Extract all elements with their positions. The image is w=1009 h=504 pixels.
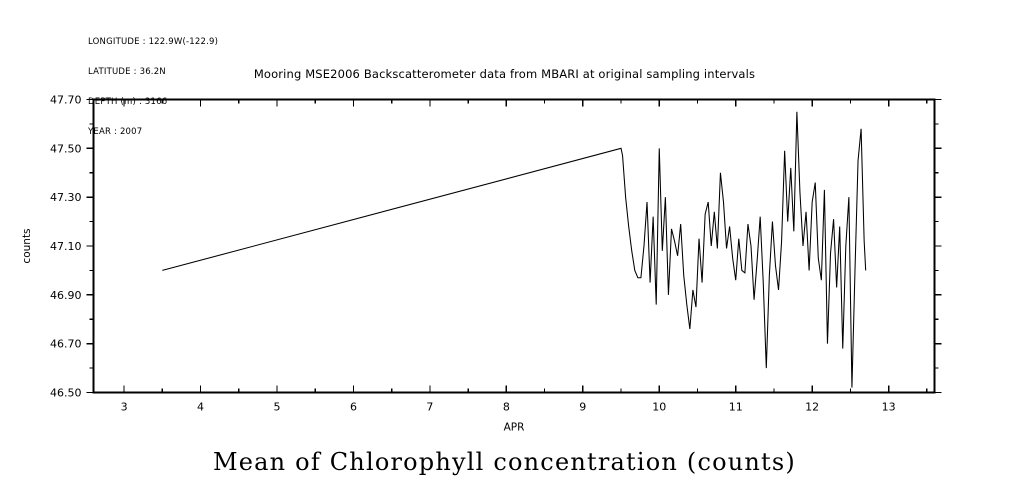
- x-tick-label: 10: [652, 401, 666, 414]
- metadata-depth: DEPTH (m) : 3166: [88, 97, 168, 107]
- y-axis-title: counts: [21, 228, 33, 263]
- x-tick-label: 5: [273, 401, 280, 414]
- metadata-latitude: LATITUDE : 36.2N: [88, 67, 166, 77]
- x-tick-label: 8: [503, 401, 510, 414]
- x-tick-label: 13: [882, 401, 896, 414]
- metadata-year: YEAR : 2007: [88, 127, 143, 137]
- x-axis-title: APR: [504, 422, 525, 434]
- data-series-line: [162, 111, 867, 388]
- x-tick-label: 12: [805, 401, 819, 414]
- y-tick-label: 46.70: [50, 338, 82, 351]
- station-metadata: LONGITUDE : 122.9W(-122.9) LATITUDE : 36…: [88, 17, 218, 157]
- y-tick-label: 46.90: [50, 289, 82, 302]
- x-tick-label: 7: [426, 401, 433, 414]
- y-tick-label: 47.10: [50, 240, 82, 253]
- metadata-longitude: LONGITUDE : 122.9W(-122.9): [88, 37, 219, 47]
- x-tick-label: 9: [579, 401, 586, 414]
- y-tick-label: 46.50: [50, 387, 82, 400]
- y-tick-label: 47.70: [50, 94, 82, 107]
- y-tick-label: 47.30: [50, 191, 82, 204]
- figure-caption: Mean of Chlorophyll concentration (count…: [213, 448, 796, 476]
- x-tick-label: 11: [729, 401, 743, 414]
- plot-title: Mooring MSE2006 Backscatterometer data f…: [253, 67, 756, 81]
- x-tick-label: 3: [121, 401, 128, 414]
- x-tick-label: 6: [350, 401, 357, 414]
- x-tick-label: 4: [197, 401, 204, 414]
- y-tick-label: 47.50: [50, 142, 82, 155]
